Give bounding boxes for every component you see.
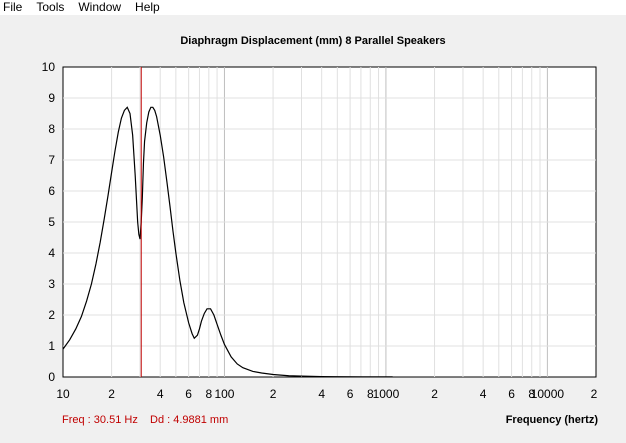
x-axis-title: Frequency (hertz) [505, 414, 598, 426]
y-tick-label: 7 [48, 153, 55, 167]
chart-title: Diaphragm Displacement (mm) 8 Parallel S… [180, 35, 446, 47]
x-tick-label: 4 [480, 387, 487, 401]
y-tick-label: 4 [48, 246, 55, 260]
y-tick-label: 10 [42, 60, 56, 74]
menu-file[interactable]: File [3, 0, 23, 14]
x-tick-label: 1000 [373, 387, 400, 401]
y-tick-label: 1 [48, 339, 55, 353]
menu-bar: File Tools Window Help [0, 0, 626, 15]
x-tick-label: 2 [108, 387, 115, 401]
x-tick-label: 8 [528, 387, 535, 401]
y-tick-label: 5 [48, 215, 55, 229]
x-tick-label: 10 [56, 387, 70, 401]
y-axis-ticks: 0 1 2 3 4 5 6 7 8 9 10 [42, 60, 56, 384]
x-tick-label: 6 [508, 387, 515, 401]
x-tick-label: 8 [205, 387, 212, 401]
displacement-curve [62, 106, 393, 378]
y-tick-label: 3 [48, 277, 55, 291]
x-tick-label: 2 [431, 387, 438, 401]
x-tick-label: 6 [347, 387, 354, 401]
y-tick-label: 0 [48, 370, 55, 384]
y-tick-label: 8 [48, 122, 55, 136]
x-tick-label: 4 [318, 387, 325, 401]
y-tick-label: 2 [48, 308, 55, 322]
x-tick-label: 10000 [531, 387, 565, 401]
cursor-frequency-readout: Freq : 30.51 Hz [62, 414, 138, 426]
menu-help[interactable]: Help [135, 0, 160, 14]
y-tick-label: 9 [48, 91, 55, 105]
x-tick-label: 6 [185, 387, 192, 401]
y-tick-label: 6 [48, 184, 55, 198]
x-tick-label: 8 [367, 387, 374, 401]
cursor-displacement-readout: Dd : 4.9881 mm [150, 414, 229, 426]
menu-tools[interactable]: Tools [36, 0, 65, 14]
x-tick-label: 2 [270, 387, 277, 401]
x-tick-label: 2 [591, 387, 598, 401]
x-tick-label: 4 [157, 387, 164, 401]
x-tick-label: 100 [214, 387, 234, 401]
menu-window[interactable]: Window [78, 0, 122, 14]
